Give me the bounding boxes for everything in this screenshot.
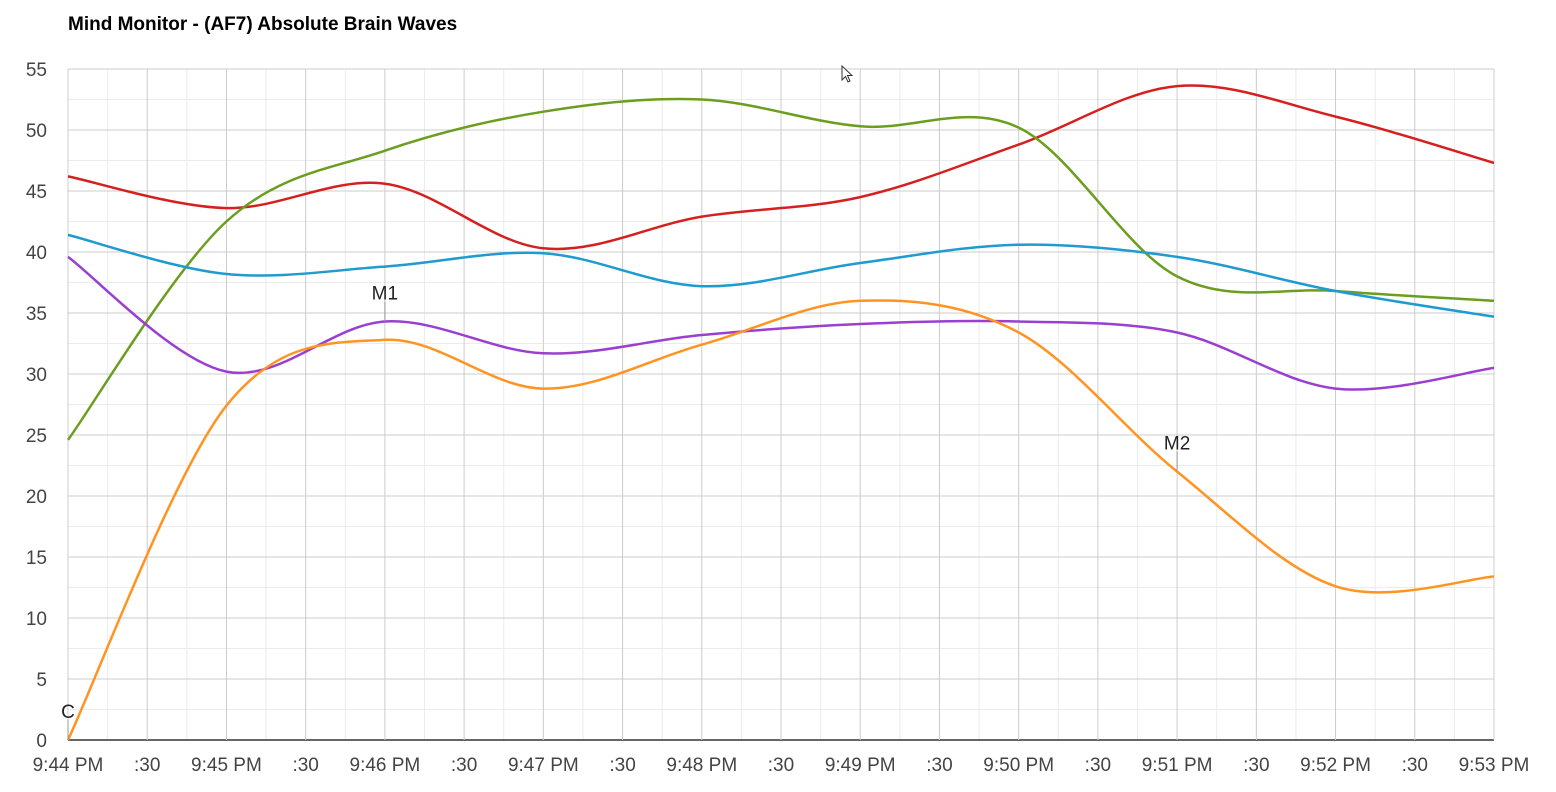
y-tick-label: 0 (36, 731, 47, 752)
x-tick-label: 9:46 PM (350, 755, 421, 776)
annotation-label: M1 (372, 284, 398, 305)
x-tick-label: :30 (451, 755, 477, 776)
y-tick-label: 40 (26, 243, 47, 264)
x-tick-label: 9:45 PM (191, 755, 262, 776)
y-tick-label: 55 (26, 60, 47, 81)
major-gridlines (67, 68, 1495, 741)
y-tick-label: 50 (26, 121, 47, 142)
x-tick-label: 9:52 PM (1300, 755, 1371, 776)
x-tick-label: :30 (1243, 755, 1269, 776)
series-line-4 (67, 255, 1495, 391)
y-tick-label: 30 (26, 365, 47, 386)
x-tick-label: :30 (768, 755, 794, 776)
x-tick-label: :30 (1085, 755, 1111, 776)
y-tick-label: 10 (26, 609, 47, 630)
series-line-1 (67, 84, 1495, 251)
x-tick-label: :30 (292, 755, 318, 776)
x-tick-label: 9:48 PM (666, 755, 737, 776)
annotation-label: M2 (1164, 434, 1190, 455)
y-tick-label: 20 (26, 487, 47, 508)
series-line-5 (66, 299, 1495, 741)
y-tick-label: 25 (26, 426, 47, 447)
y-axis-tick-labels: 0 5 10 15 20 25 30 35 40 45 50 55 (26, 60, 47, 752)
x-tick-label: 9:44 PM (33, 755, 104, 776)
annotation-label: C (61, 702, 75, 723)
x-tick-label: :30 (609, 755, 635, 776)
x-tick-label: :30 (1402, 755, 1428, 776)
x-tick-label: 9:50 PM (983, 755, 1054, 776)
series-line-2 (66, 97, 1495, 441)
x-tick-label: 9:53 PM (1459, 755, 1530, 776)
y-tick-label: 45 (26, 182, 47, 203)
y-tick-label: 5 (36, 670, 47, 691)
x-tick-label: 9:51 PM (1142, 755, 1213, 776)
y-tick-label: 35 (26, 304, 47, 325)
x-tick-label: 9:47 PM (508, 755, 579, 776)
series-line-3 (67, 233, 1495, 318)
x-tick-label: :30 (134, 755, 160, 776)
annotations: C M1 M2 (61, 284, 1190, 740)
x-axis-tick-labels: 9:44 PM :30 9:45 PM :30 9:46 PM :30 9:47 PM :30… (33, 755, 1530, 776)
mouse-cursor-icon (841, 65, 854, 83)
x-tick-label: 9:49 PM (825, 755, 896, 776)
series-lines (66, 84, 1495, 741)
chart-title: Mind Monitor - (AF7) Absolute Brain Wave… (68, 14, 458, 35)
x-tick-label: :30 (926, 755, 952, 776)
y-tick-label: 15 (26, 548, 47, 569)
